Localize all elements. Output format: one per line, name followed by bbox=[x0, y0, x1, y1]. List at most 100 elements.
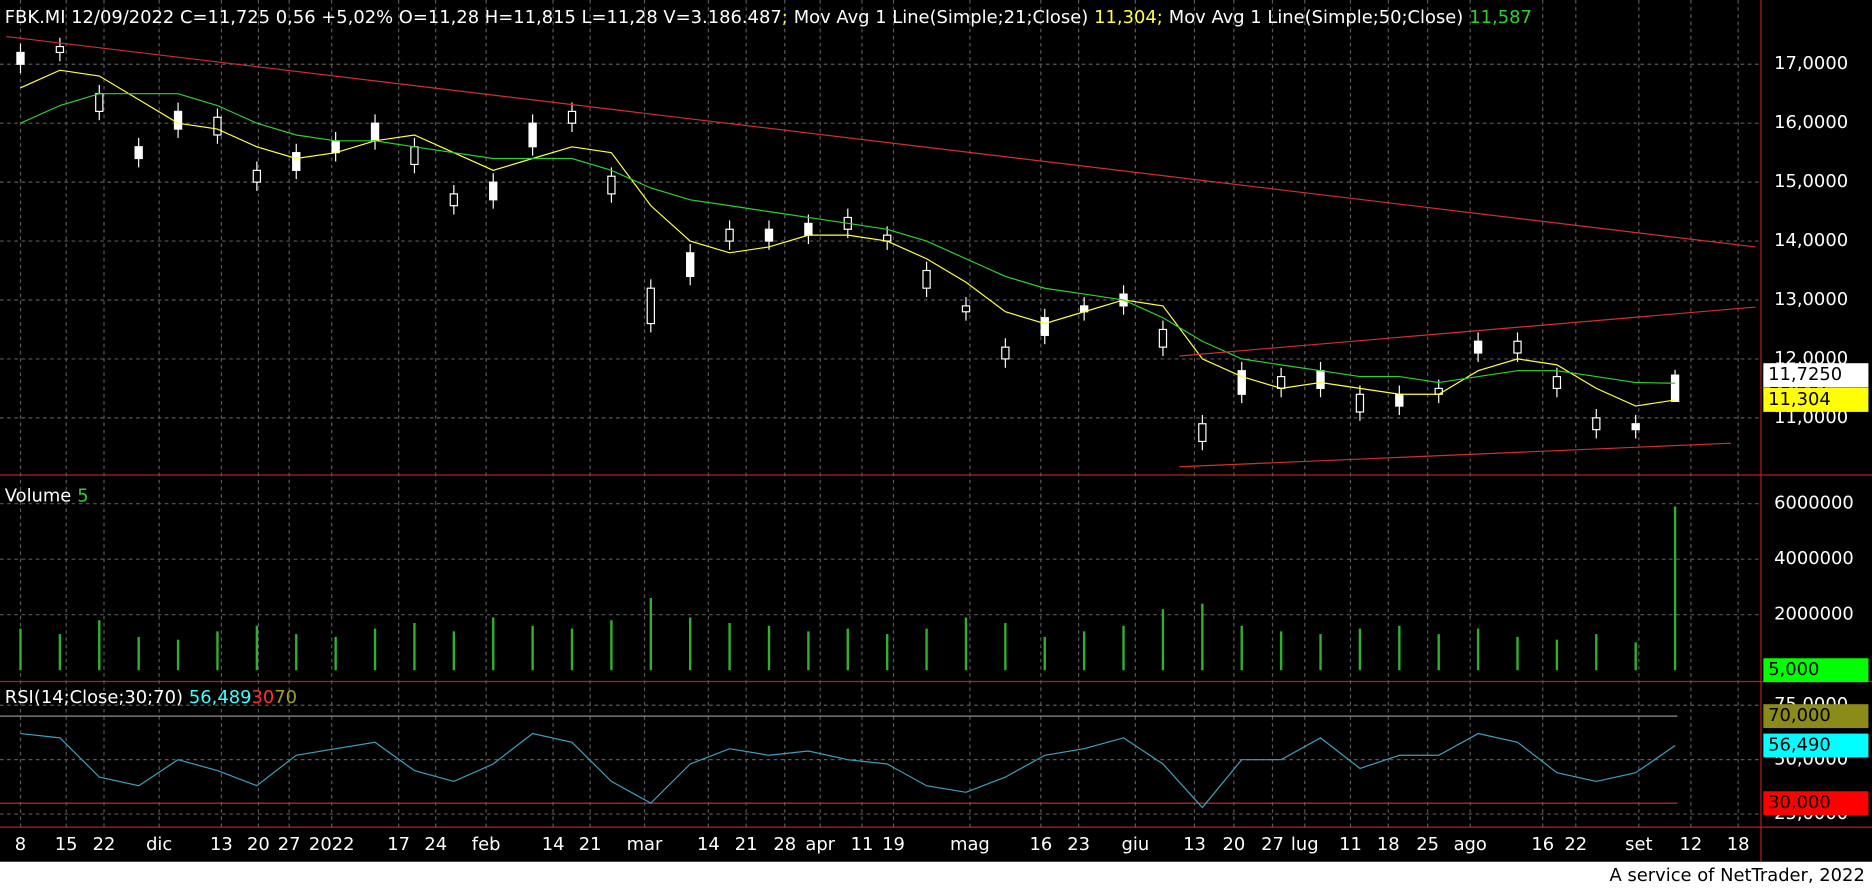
candle-body bbox=[1237, 370, 1246, 395]
candle-body bbox=[961, 305, 971, 313]
candle-body bbox=[1395, 393, 1404, 407]
volume-bar bbox=[373, 628, 377, 671]
x-tick-label: 2022 bbox=[309, 834, 355, 855]
header-part: Mov Avg 1 Line(Simple;50;Close) bbox=[1169, 7, 1463, 28]
volume-bar bbox=[1437, 634, 1440, 671]
candle-body bbox=[134, 146, 143, 160]
x-tick-label: 14 bbox=[542, 834, 565, 855]
candle-body bbox=[370, 122, 380, 142]
x-tick-label: set bbox=[1625, 834, 1652, 855]
volume-bar bbox=[216, 631, 219, 671]
axis-value-label: 11,304 bbox=[1768, 389, 1831, 410]
x-tick-label: 18 bbox=[1377, 834, 1400, 855]
x-tick-label: 28 bbox=[773, 834, 796, 855]
panel-header: RSI(14;Close;30;70) 56,4893070 bbox=[5, 687, 297, 708]
moving-average bbox=[20, 69, 1676, 407]
header-part: 70 bbox=[274, 687, 297, 708]
footer-strip bbox=[0, 861, 1872, 888]
volume-bar bbox=[176, 639, 180, 671]
x-tick-label: 27 bbox=[1261, 834, 1284, 855]
volume-bar bbox=[1082, 631, 1086, 671]
y-tick-label: 15,0000 bbox=[1774, 171, 1848, 192]
x-tick-label: 13 bbox=[1183, 834, 1206, 855]
candle-body bbox=[410, 146, 419, 166]
candle-body bbox=[922, 269, 931, 289]
candle-body bbox=[449, 193, 459, 207]
x-tick-label: 11 bbox=[851, 834, 874, 855]
axis-value-box bbox=[1763, 388, 1869, 412]
x-tick-label: 16 bbox=[1531, 834, 1554, 855]
volume-bar bbox=[807, 631, 810, 671]
trendline bbox=[1179, 306, 1756, 357]
y-tick-label: 17,0000 bbox=[1774, 53, 1848, 74]
x-tick-label: dic bbox=[146, 834, 172, 855]
volume-bar bbox=[295, 634, 298, 671]
candle-body bbox=[489, 181, 498, 201]
marks bbox=[0, 35, 1756, 809]
volume-bar bbox=[413, 623, 416, 671]
x-tick-label: 27 bbox=[278, 834, 301, 855]
candle-body bbox=[804, 222, 813, 236]
x-tick-label: 21 bbox=[735, 834, 758, 855]
x-tick-label: apr bbox=[805, 834, 835, 855]
axis-value-label: 11,7250 bbox=[1768, 364, 1842, 385]
volume-bar bbox=[610, 620, 613, 671]
candle-body bbox=[292, 152, 301, 171]
axis-value-box bbox=[1763, 363, 1869, 388]
volume-bar bbox=[1201, 603, 1204, 671]
x-tick-label: 22 bbox=[1564, 834, 1587, 855]
volume-bar bbox=[964, 617, 968, 671]
candle-body bbox=[331, 140, 340, 154]
volume-bar bbox=[452, 631, 456, 671]
x-tick-label: 23 bbox=[1067, 834, 1090, 855]
x-tick-label: 22 bbox=[93, 834, 116, 855]
labels: 8 15 22 dic 13 20 27 2022 17 24 feb 14 21 mar 14 21 28 ap… bbox=[5, 7, 1869, 855]
volume-bar bbox=[767, 625, 771, 671]
volume-bar bbox=[137, 636, 140, 671]
volume-bar bbox=[885, 634, 889, 671]
x-tick-label: 17 bbox=[387, 834, 410, 855]
volume-bar bbox=[1161, 609, 1165, 671]
x-tick-label: 13 bbox=[210, 834, 233, 855]
candle-body bbox=[252, 169, 262, 183]
axis-value-box bbox=[1763, 791, 1869, 816]
x-tick-label: giu bbox=[1122, 834, 1150, 855]
candle-body bbox=[686, 252, 695, 278]
volume-bar bbox=[1043, 636, 1046, 671]
header-part: ; bbox=[782, 7, 788, 28]
volume-bar bbox=[334, 636, 337, 671]
x-tick-label: 16 bbox=[1029, 834, 1052, 855]
candle-body bbox=[55, 45, 65, 54]
x-tick-label: 19 bbox=[882, 834, 905, 855]
y-tick-label: 6000000 bbox=[1774, 493, 1854, 514]
volume-bar bbox=[1004, 623, 1007, 671]
volume-bar bbox=[531, 625, 534, 671]
x-tick-label: 8 bbox=[15, 834, 26, 855]
y-tick-label: 13,0000 bbox=[1774, 289, 1848, 310]
candle-body bbox=[1355, 393, 1365, 413]
candle-body bbox=[764, 228, 774, 242]
x-tick-label: mag bbox=[950, 834, 990, 855]
volume-bar bbox=[58, 634, 62, 671]
candle-body bbox=[1040, 317, 1049, 336]
axis-value-label: 5,000 bbox=[1768, 659, 1819, 680]
candle-body bbox=[1631, 423, 1640, 431]
x-tick-label: 25 bbox=[1416, 834, 1439, 855]
candle-body bbox=[528, 122, 537, 148]
volume-bar bbox=[1240, 625, 1243, 671]
trendline bbox=[1179, 442, 1732, 468]
volume-bar bbox=[255, 625, 259, 671]
header-part: Volume bbox=[5, 486, 72, 507]
candle-body bbox=[95, 93, 104, 112]
y-tick-label: 16,0000 bbox=[1774, 112, 1848, 133]
candle-body bbox=[1316, 370, 1325, 389]
axis-value-box bbox=[1763, 658, 1869, 683]
y-tick-label: 2000000 bbox=[1774, 604, 1854, 625]
candle-body bbox=[1670, 374, 1680, 402]
x-tick-label: mar bbox=[627, 834, 663, 855]
volume-bar bbox=[1476, 628, 1480, 671]
x-tick-label: 18 bbox=[1727, 834, 1750, 855]
volume-bar bbox=[570, 628, 574, 671]
y-tick-label: 14,0000 bbox=[1774, 230, 1848, 251]
